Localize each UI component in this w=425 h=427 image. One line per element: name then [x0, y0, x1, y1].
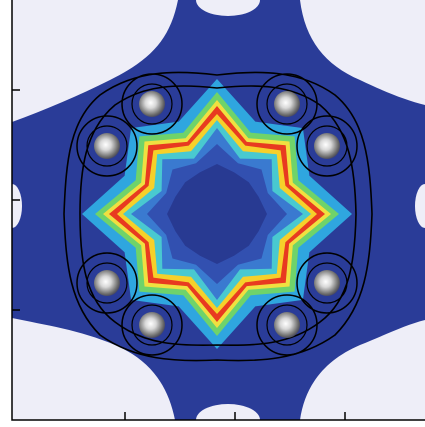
- atom-contour: [306, 125, 348, 167]
- edge-region: [196, 404, 260, 420]
- corner-region: [12, 318, 175, 420]
- atom-contour: [256, 294, 318, 356]
- atom: [94, 133, 120, 159]
- edge-region: [196, 0, 260, 16]
- atom: [314, 270, 340, 296]
- contours: [63, 71, 373, 362]
- atom-contour: [306, 262, 348, 304]
- corner-region: [300, 0, 425, 105]
- corner-region: [12, 0, 178, 122]
- atom-contour: [76, 252, 138, 314]
- ticks: [12, 89, 346, 420]
- corner-region: [300, 320, 425, 420]
- atom-contour: [86, 125, 128, 167]
- atom-contour: [121, 73, 183, 135]
- atom: [94, 270, 120, 296]
- axes: [11, 0, 425, 421]
- atom: [274, 91, 300, 117]
- atom: [139, 91, 165, 117]
- atom: [314, 133, 340, 159]
- edge-region: [415, 184, 425, 228]
- atoms: [76, 73, 358, 356]
- edge-region: [12, 184, 22, 228]
- atom-contour: [131, 304, 173, 346]
- atom: [274, 312, 300, 338]
- atom-contour: [76, 115, 138, 177]
- atom-contour: [121, 294, 183, 356]
- atom: [139, 312, 165, 338]
- atom-contour: [266, 304, 308, 346]
- atom-contour: [296, 252, 358, 314]
- atom-contour: [266, 83, 308, 125]
- density-band: [167, 164, 267, 264]
- atom-contour: [256, 73, 318, 135]
- atom-contour: [296, 115, 358, 177]
- density-ring: [82, 79, 352, 349]
- atom-contour: [131, 83, 173, 125]
- atom-contour: [86, 262, 128, 304]
